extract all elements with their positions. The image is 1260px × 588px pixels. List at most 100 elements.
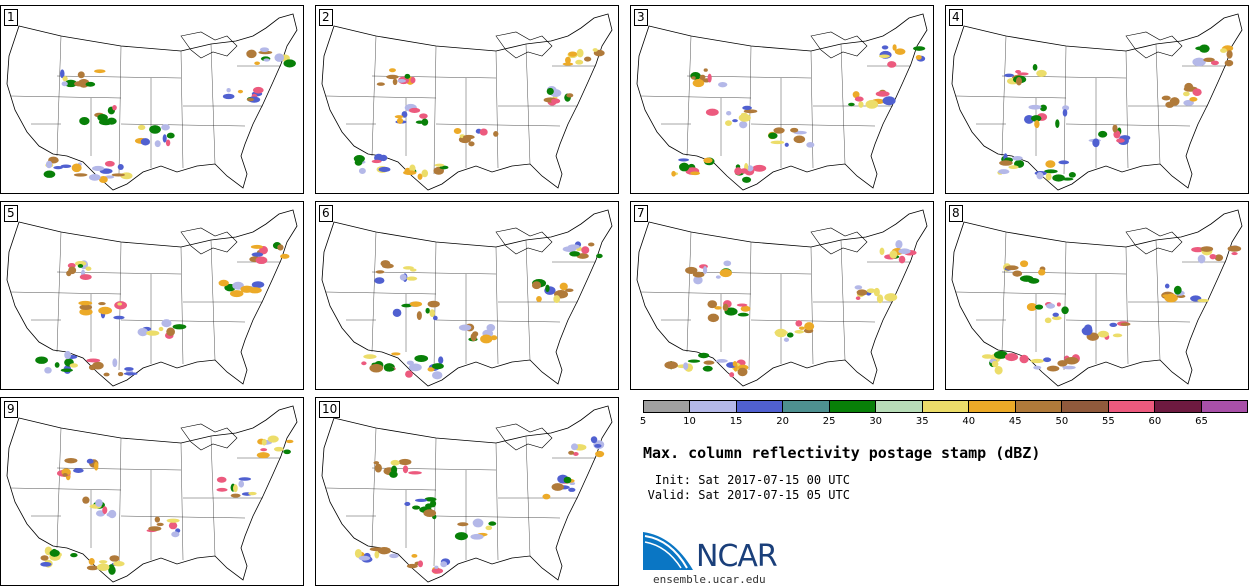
reflectivity-cell: [222, 93, 235, 100]
reflectivity-cell: [117, 302, 123, 306]
reflectivity-cell: [98, 302, 106, 306]
reflectivity-cell: [64, 457, 78, 464]
reflectivity-cell: [1220, 48, 1227, 53]
reflectivity-cell: [406, 563, 418, 569]
country-outline: [321, 405, 613, 583]
reflectivity-cell: [997, 169, 1010, 175]
state-boundary: [525, 435, 531, 557]
member-label: 5: [4, 205, 18, 222]
reflectivity-cell: [1012, 270, 1023, 277]
reflectivity-cell: [1068, 171, 1076, 178]
state-boundary: [840, 43, 846, 165]
great-lakes-outline: [180, 227, 238, 255]
reflectivity-cell: [374, 550, 380, 559]
reflectivity-cell: [1019, 275, 1034, 282]
stamp-panel: 3: [630, 5, 934, 194]
reflectivity-cell: [240, 285, 254, 293]
colorbar-bin: [876, 401, 923, 412]
reflectivity-cell: [246, 49, 257, 59]
reflectivity-cell: [51, 548, 58, 557]
reflectivity-cell: [485, 525, 493, 531]
reflectivity-cell: [569, 251, 581, 257]
reflectivity-cell: [865, 99, 879, 109]
reflectivity-cell: [411, 553, 418, 558]
reflectivity-cell: [106, 117, 117, 125]
country-outline: [636, 209, 928, 387]
reflectivity-cell: [565, 56, 571, 64]
reflectivity-cell: [1195, 46, 1207, 51]
reflectivity-cell: [85, 81, 96, 87]
reflectivity-cell: [588, 242, 595, 247]
reflectivity-cell: [1005, 265, 1019, 271]
reflectivity-cell: [1097, 330, 1109, 338]
valid-value: Sat 2017-07-15 05 UTC: [698, 488, 850, 502]
state-boundary: [56, 427, 62, 549]
reflectivity-cell: [678, 158, 690, 162]
reflectivity-cell: [117, 164, 124, 171]
reflectivity-cell: [124, 367, 134, 371]
reflectivity-cell: [855, 296, 861, 300]
reflectivity-cell: [723, 260, 732, 267]
reflectivity-cell: [62, 473, 68, 477]
reflectivity-cell: [434, 163, 445, 167]
reflectivity-cell: [405, 370, 413, 378]
reflectivity-cell: [887, 61, 897, 68]
great-lakes-outline: [495, 423, 553, 451]
state-boundary: [955, 291, 1067, 295]
reflectivity-cell: [1061, 306, 1069, 315]
reflectivity-cell: [432, 371, 443, 380]
reflectivity-cell: [392, 78, 398, 86]
state-boundary: [1001, 271, 1127, 275]
reflectivity-cell: [1197, 298, 1210, 303]
reflectivity-cell: [378, 166, 391, 173]
state-boundary: [180, 442, 184, 561]
reflectivity-cell: [898, 248, 911, 255]
reflectivity-cell: [61, 81, 68, 87]
reflectivity-cell: [848, 102, 855, 107]
reflectivity-cell: [692, 271, 705, 278]
state-boundary: [525, 43, 531, 165]
reflectivity-cell: [774, 328, 787, 338]
reflectivity-cell: [1056, 302, 1061, 307]
member-label: 3: [634, 9, 648, 26]
reflectivity-cell: [246, 97, 255, 102]
reflectivity-cell: [691, 76, 696, 80]
reflectivity-cell: [402, 266, 414, 270]
reflectivity-cell: [1039, 104, 1047, 112]
reflectivity-cell: [854, 285, 863, 290]
reflectivity-cell: [79, 308, 93, 316]
reflectivity-cell: [238, 480, 245, 488]
reflectivity-cell: [70, 553, 78, 558]
reflectivity-cell: [570, 443, 579, 451]
reflectivity-cell: [876, 294, 884, 304]
country-outline: [321, 13, 613, 191]
reflectivity-cell: [479, 128, 488, 136]
reflectivity-cell: [1183, 99, 1194, 106]
reflectivity-cell: [742, 176, 752, 183]
reflectivity-cell: [373, 461, 380, 465]
reflectivity-cell: [804, 322, 815, 331]
reflectivity-cell: [88, 174, 101, 181]
reflectivity-cell: [406, 360, 414, 366]
reflectivity-cell: [409, 164, 416, 173]
reflectivity-cell: [705, 108, 719, 116]
reflectivity-cell: [719, 268, 732, 278]
reflectivity-cell: [737, 367, 748, 377]
reflectivity-cell: [149, 125, 161, 134]
reflectivity-cell: [1161, 95, 1171, 101]
reflectivity-cell: [453, 128, 462, 135]
state-boundary: [180, 246, 184, 365]
reflectivity-cell: [562, 62, 574, 66]
source-url[interactable]: ensemble.ucar.edu: [653, 573, 766, 586]
reflectivity-cell: [718, 82, 728, 88]
reflectivity-cell: [267, 435, 279, 443]
reflectivity-cell: [434, 565, 439, 569]
init-value: Sat 2017-07-15 00 UTC: [698, 473, 850, 487]
reflectivity-cell: [1036, 69, 1047, 78]
state-boundary: [325, 487, 437, 491]
reflectivity-cell: [1109, 322, 1118, 328]
reflectivity-cell: [363, 354, 377, 359]
state-boundary: [56, 231, 62, 353]
reflectivity-cell: [472, 518, 484, 528]
reflectivity-cell: [879, 247, 885, 256]
